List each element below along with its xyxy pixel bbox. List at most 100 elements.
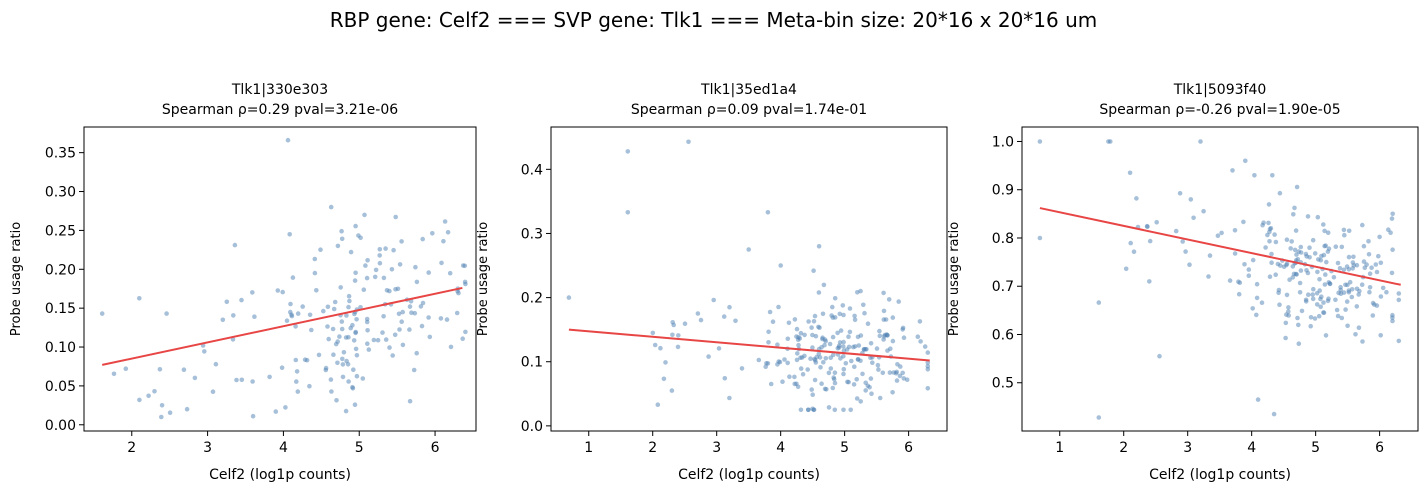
scatter-point bbox=[675, 344, 681, 350]
scatter-point bbox=[832, 407, 838, 413]
scatter-point bbox=[768, 381, 774, 387]
scatter-point bbox=[1303, 251, 1309, 257]
scatter-point bbox=[884, 332, 890, 338]
scatter-point bbox=[1128, 240, 1133, 246]
scatter-point bbox=[1106, 139, 1111, 144]
y-tick-label: 1.0 bbox=[992, 134, 1014, 150]
scatter-point bbox=[1386, 227, 1391, 232]
scatter-point bbox=[340, 374, 346, 380]
scatter-point bbox=[329, 389, 334, 394]
scatter-point bbox=[352, 402, 358, 408]
scatter-point bbox=[854, 377, 859, 382]
scatter-point bbox=[796, 342, 801, 348]
y-tick-label: 0.1 bbox=[521, 355, 543, 371]
scatter-point bbox=[307, 312, 313, 318]
scatter-point bbox=[391, 247, 396, 253]
scatter-point bbox=[353, 329, 359, 335]
scatter-point bbox=[792, 381, 797, 387]
scatter-point bbox=[904, 377, 910, 383]
x-tick-label: 2 bbox=[648, 440, 657, 456]
scatter-point bbox=[371, 337, 377, 343]
scatter-point bbox=[1364, 262, 1369, 267]
scatter-point bbox=[851, 382, 857, 387]
scatter-point bbox=[1308, 315, 1314, 320]
scatter-point bbox=[279, 365, 285, 371]
scatter-point bbox=[335, 339, 341, 344]
scatter-point bbox=[887, 370, 893, 375]
scatter-point bbox=[400, 342, 406, 348]
x-tick-label: 3 bbox=[203, 440, 212, 456]
scatter-point bbox=[925, 386, 931, 391]
scatter-point bbox=[273, 409, 279, 414]
scatter-point bbox=[332, 299, 338, 305]
scatter-point bbox=[875, 362, 881, 368]
scatter-point bbox=[1367, 285, 1373, 290]
scatter-point bbox=[350, 322, 355, 328]
scatter-point bbox=[447, 270, 453, 276]
scatter-point bbox=[1281, 264, 1287, 270]
scatter-point bbox=[353, 270, 358, 276]
scatter-point bbox=[885, 348, 890, 353]
scatter-point bbox=[1389, 270, 1395, 276]
scatter-point bbox=[1273, 272, 1278, 278]
y-tick-label: 0.20 bbox=[45, 262, 76, 278]
scatter-point bbox=[1321, 222, 1326, 227]
scatter-point bbox=[682, 321, 688, 327]
scatter-point bbox=[1378, 333, 1383, 338]
scatter-point bbox=[810, 406, 815, 412]
scatter-point bbox=[328, 377, 334, 382]
y-tick-label: 0.9 bbox=[992, 183, 1014, 199]
scatter-point bbox=[1286, 309, 1291, 314]
scatter-point bbox=[802, 353, 807, 359]
scatter-point bbox=[676, 333, 681, 338]
scatter-point bbox=[418, 304, 424, 309]
scatter-point bbox=[808, 356, 813, 362]
scatter-point bbox=[858, 333, 864, 338]
scatter-point bbox=[1310, 296, 1316, 302]
scatter-point bbox=[283, 405, 288, 410]
scatter-point bbox=[346, 304, 351, 310]
scatter-point bbox=[352, 278, 358, 283]
scatter-point bbox=[1370, 313, 1376, 318]
scatter-point bbox=[652, 342, 658, 348]
x-axis-label: Celf2 (log1p counts) bbox=[209, 467, 351, 483]
scatter-point bbox=[364, 275, 370, 281]
scatter-point bbox=[670, 332, 675, 338]
x-tick-label: 3 bbox=[1183, 440, 1192, 456]
scatter-point bbox=[1246, 267, 1252, 272]
scatter-point bbox=[1317, 277, 1322, 282]
scatter-point bbox=[224, 299, 230, 305]
scatter-point bbox=[1331, 275, 1337, 280]
x-tick-label: 5 bbox=[1311, 440, 1320, 456]
scatter-point bbox=[1288, 246, 1293, 251]
scatter-point bbox=[400, 309, 406, 315]
scatter-point bbox=[566, 295, 572, 300]
scatter-point bbox=[318, 247, 323, 252]
scatter-point bbox=[390, 353, 396, 358]
scatter-point bbox=[309, 327, 314, 333]
scatter-point bbox=[1343, 307, 1348, 312]
y-tick-label: 0.7 bbox=[992, 279, 1014, 295]
scatter-point bbox=[855, 290, 860, 295]
scatter-point bbox=[231, 313, 236, 318]
x-tick-label: 5 bbox=[840, 440, 849, 456]
scatter-point bbox=[337, 334, 342, 339]
scatter-point bbox=[365, 328, 370, 333]
scatter-point bbox=[1333, 297, 1338, 303]
scatter-point bbox=[1317, 288, 1322, 293]
scatter-point bbox=[766, 329, 771, 335]
scatter-point bbox=[1290, 264, 1296, 269]
scatter-point bbox=[820, 336, 825, 342]
scatter-point bbox=[917, 319, 923, 324]
scatter-point bbox=[890, 315, 896, 320]
scatter-point bbox=[1325, 230, 1331, 235]
scatter-point bbox=[167, 410, 173, 416]
scatter-point bbox=[1360, 339, 1365, 344]
scatter-point bbox=[1037, 139, 1043, 144]
scatter-point bbox=[841, 407, 846, 413]
scatter-point bbox=[811, 268, 816, 274]
axes-frame bbox=[83, 126, 477, 432]
scatter-point bbox=[1145, 224, 1150, 229]
scatter-point bbox=[823, 356, 829, 361]
scatter-point bbox=[778, 263, 783, 268]
